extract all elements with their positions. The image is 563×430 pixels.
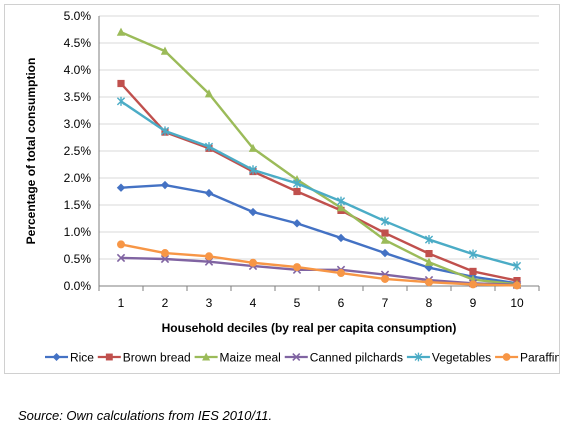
series-line (120, 100, 518, 268)
legend-item: Vegetables (406, 350, 491, 364)
y-tick-label: 2.0% (64, 171, 92, 185)
data-point (469, 267, 477, 276)
data-point (248, 165, 258, 175)
data-point (117, 240, 125, 249)
x-axis-title: Household deciles (by real per capita co… (162, 321, 457, 335)
x-tick-label: 7 (382, 296, 389, 310)
y-tick-label: 0.5% (64, 252, 92, 266)
source-note: Source: Own calculations from IES 2010/1… (18, 408, 273, 423)
y-tick-label: 1.0% (64, 225, 92, 239)
data-point (117, 79, 125, 88)
series-group (116, 27, 522, 290)
data-point (513, 281, 521, 290)
y-tick-label: 5.0% (64, 9, 92, 23)
legend: Rice Brown bread Maize meal Canned pilchard… (45, 350, 561, 364)
data-point (425, 250, 433, 258)
data-point (336, 203, 346, 212)
data-point (469, 280, 477, 289)
legend-label: Canned pilchards (310, 350, 403, 364)
y-tick-label: 3.5% (64, 90, 92, 104)
data-point (160, 126, 170, 136)
y-tick-label: 4.5% (64, 36, 92, 50)
data-point (414, 352, 423, 362)
legend-item: Maize meal (194, 350, 281, 364)
data-point (512, 261, 522, 271)
legend-item: Brown bread (97, 350, 191, 364)
y-axis-title: Percentage of total consumption (24, 58, 38, 245)
data-point (336, 233, 346, 243)
data-point (293, 263, 301, 272)
data-point (292, 219, 302, 228)
x-tick-label: 1 (118, 296, 125, 310)
data-point (116, 253, 126, 263)
data-point (52, 352, 61, 362)
legend-label: Vegetables (432, 350, 491, 364)
x-tick-label: 10 (510, 296, 524, 310)
series-line (120, 243, 518, 287)
data-point (381, 229, 389, 237)
data-point (205, 252, 213, 261)
data-point (293, 187, 301, 196)
data-point (380, 248, 390, 258)
line-chart: 0.0% 0.5% 1.0% 1.5% 2.0% 2.5% 3.0% 3.5% 4.0% 4.5%… (24, 9, 561, 364)
data-point (116, 96, 126, 106)
y-tick-label: 2.5% (64, 144, 92, 158)
data-point (292, 178, 302, 188)
x-tick-label: 6 (338, 296, 345, 310)
series-vegetables (116, 96, 522, 271)
legend-item: Paraffin (495, 350, 561, 364)
data-point (381, 274, 389, 283)
x-tick-label: 5 (294, 296, 301, 310)
data-point (249, 258, 257, 267)
data-point (248, 207, 258, 217)
data-point (502, 353, 511, 361)
series-line (120, 31, 518, 286)
x-tick-label: 8 (426, 296, 433, 310)
y-tick-label: 1.5% (64, 198, 92, 212)
data-point (160, 254, 170, 264)
data-point (204, 188, 214, 198)
data-point (204, 142, 214, 152)
series-paraffin (117, 240, 521, 290)
data-point (468, 249, 478, 259)
y-tick-label: 4.0% (64, 63, 92, 77)
data-point (116, 183, 126, 192)
y-tick-labels: 0.0% 0.5% 1.0% 1.5% 2.0% 2.5% 3.0% 3.5% 4.0% 4.5%… (64, 9, 92, 293)
legend-item: Rice (45, 350, 94, 364)
legend-label: Paraffin (520, 350, 559, 364)
data-point (204, 89, 214, 98)
data-point (336, 196, 346, 206)
series-line (120, 256, 518, 287)
legend-label: Rice (70, 350, 94, 364)
data-point (425, 278, 433, 287)
series-line (120, 183, 518, 285)
chart-frame: 0.0% 0.5% 1.0% 1.5% 2.0% 2.5% 3.0% 3.5% 4.0% 4.5%… (4, 4, 561, 374)
legend-label: Brown bread (123, 350, 191, 364)
legend-item: Canned pilchards (284, 350, 403, 364)
data-point (160, 180, 170, 190)
legend-label: Maize meal (220, 350, 281, 364)
data-point (160, 46, 170, 55)
data-point (337, 269, 345, 278)
data-point (380, 216, 390, 226)
x-tick-label: 3 (206, 296, 213, 310)
data-point (116, 27, 126, 36)
x-tick-label: 9 (470, 296, 477, 310)
data-point (105, 353, 113, 361)
data-point (424, 234, 434, 245)
y-tick-label: 3.0% (64, 117, 92, 131)
x-tick-label: 2 (162, 296, 169, 310)
series-line (120, 82, 518, 282)
data-point (380, 235, 390, 244)
data-point (292, 353, 301, 361)
series-rice (116, 180, 522, 288)
gridlines (98, 15, 540, 291)
data-point (248, 143, 258, 152)
y-tick-label: 0.0% (64, 279, 92, 293)
data-point (161, 249, 169, 258)
data-point (202, 352, 211, 361)
data-point (424, 257, 434, 266)
x-tick-label: 4 (250, 296, 257, 310)
x-tick-labels: 1 2 3 4 5 6 7 8 9 10 (118, 296, 524, 310)
